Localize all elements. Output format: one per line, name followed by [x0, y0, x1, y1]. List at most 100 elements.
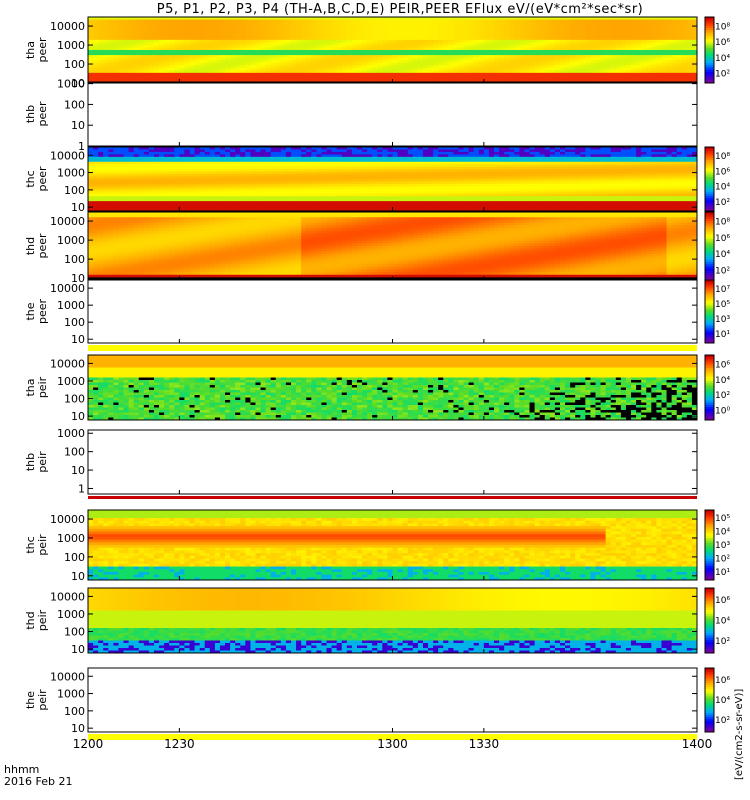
- heatmap-cell: [539, 19, 546, 23]
- heatmap-cell: [504, 75, 510, 79]
- heatmap-cell: [499, 151, 505, 155]
- heatmap-cell: [382, 151, 388, 155]
- heatmap-cell: [204, 156, 211, 160]
- heatmap-cell: [296, 166, 302, 170]
- heatmap-cell: [620, 50, 627, 53]
- heatmap-cell: [346, 169, 353, 173]
- heatmap-cell: [575, 181, 581, 185]
- heatmap-cell: [565, 29, 571, 33]
- heatmap-cell: [595, 19, 601, 23]
- heatmap-cell: [443, 29, 449, 33]
- heatmap-cell: [108, 70, 114, 74]
- heatmap-cell: [321, 176, 327, 180]
- heatmap-cell: [255, 50, 261, 53]
- heatmap-cell: [453, 164, 459, 168]
- heatmap-cell: [296, 159, 302, 163]
- heatmap-cell: [179, 75, 185, 79]
- heatmap-cell: [468, 17, 475, 20]
- heatmap-cell: [382, 17, 388, 20]
- heatmap-cell: [534, 67, 541, 71]
- heatmap-cell: [519, 75, 525, 79]
- heatmap-cell: [123, 44, 130, 48]
- heatmap-cell: [159, 32, 165, 36]
- heatmap-cell: [458, 181, 464, 185]
- heatmap-cell: [265, 171, 272, 175]
- heatmap-cell: [483, 174, 490, 177]
- heatmap-cell: [428, 50, 434, 53]
- heatmap-cell: [458, 159, 464, 163]
- heatmap-cell: [336, 57, 343, 61]
- heatmap-cell: [209, 37, 216, 41]
- heatmap-cell: [189, 52, 195, 56]
- heatmap-cell: [651, 29, 657, 33]
- heatmap-cell: [483, 65, 490, 69]
- heatmap-cell: [676, 149, 683, 153]
- heatmap-cell: [356, 22, 363, 26]
- heatmap-cell: [610, 161, 617, 165]
- heatmap-cell: [296, 29, 302, 33]
- heatmap-cell: [610, 67, 617, 71]
- heatmap-cell: [483, 17, 490, 20]
- heatmap-cell: [209, 72, 216, 76]
- heatmap-cell: [326, 154, 332, 158]
- heatmap-cell: [306, 171, 312, 175]
- heatmap-cell: [230, 67, 236, 71]
- heatmap-cell: [88, 156, 94, 160]
- heatmap-cell: [676, 17, 683, 20]
- heatmap-cell: [600, 55, 607, 59]
- heatmap-cell: [118, 39, 124, 43]
- heatmap-cell: [174, 176, 180, 180]
- heatmap-cell: [529, 52, 536, 56]
- heatmap-cell: [625, 65, 632, 69]
- heatmap-cell: [433, 34, 439, 38]
- heatmap-cell: [377, 70, 383, 74]
- heatmap-cell: [346, 72, 353, 76]
- heatmap-cell: [590, 159, 596, 163]
- heatmap-cell: [580, 164, 586, 168]
- heatmap-cell: [671, 72, 678, 76]
- heatmap-cell: [219, 37, 226, 41]
- heatmap-cell: [468, 176, 475, 180]
- heatmap-cell: [285, 50, 292, 53]
- heatmap-cell: [529, 29, 536, 33]
- heatmap-cell: [321, 44, 327, 48]
- heatmap-cell: [377, 179, 383, 182]
- heatmap-cell: [443, 166, 449, 170]
- heatmap-cell: [336, 47, 343, 51]
- heatmap-cell: [412, 27, 419, 31]
- heatmap-cell: [179, 65, 185, 69]
- heatmap-cell: [438, 57, 444, 61]
- heatmap-cell: [169, 37, 175, 41]
- heatmap-cell: [615, 50, 622, 53]
- heatmap-cell: [661, 34, 667, 38]
- heatmap-cell: [504, 77, 510, 81]
- heatmap-cell: [631, 24, 637, 28]
- heatmap-cell: [311, 166, 317, 170]
- heatmap-cell: [164, 17, 170, 20]
- heatmap-cell: [671, 34, 678, 38]
- heatmap-cell: [534, 166, 541, 170]
- heatmap-cell: [544, 44, 551, 48]
- heatmap-cell: [387, 37, 393, 41]
- heatmap-cell: [666, 174, 673, 177]
- heatmap-cell: [326, 75, 332, 79]
- heatmap-cell: [615, 42, 622, 46]
- heatmap-cell: [311, 75, 317, 79]
- heatmap-cell: [189, 17, 195, 20]
- heatmap-cell: [504, 32, 510, 36]
- heatmap-cell: [636, 147, 642, 150]
- heatmap-cell: [666, 75, 673, 79]
- heatmap-cell: [519, 151, 525, 155]
- heatmap-cell: [311, 65, 317, 69]
- heatmap-cell: [488, 181, 495, 185]
- heatmap-cell: [387, 32, 393, 36]
- heatmap-cell: [559, 24, 566, 28]
- heatmap-cell: [346, 50, 353, 53]
- heatmap-cell: [641, 44, 647, 48]
- heatmap-cell: [433, 171, 439, 175]
- heatmap-cell: [382, 159, 388, 163]
- heatmap-cell: [336, 176, 343, 180]
- heatmap-cell: [494, 70, 500, 74]
- heatmap-cell: [448, 42, 454, 46]
- heatmap-cell: [499, 42, 505, 46]
